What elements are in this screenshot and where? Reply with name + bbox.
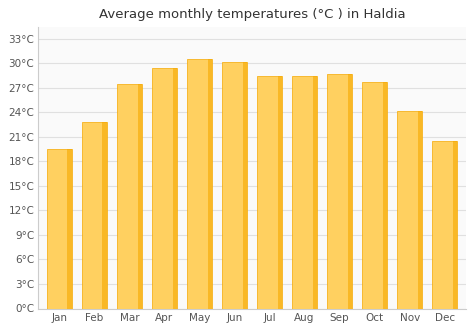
Bar — [362, 82, 387, 308]
Title: Average monthly temperatures (°C ) in Haldia: Average monthly temperatures (°C ) in Ha… — [99, 8, 405, 21]
Bar — [432, 141, 457, 308]
Bar — [67, 149, 72, 308]
Bar — [383, 82, 387, 308]
Bar — [313, 76, 317, 308]
Bar — [453, 141, 457, 308]
Bar — [397, 111, 422, 308]
Bar — [117, 84, 142, 308]
Bar — [243, 62, 247, 308]
Bar — [222, 62, 247, 308]
Bar — [208, 59, 212, 308]
Bar — [347, 74, 352, 308]
Bar — [257, 76, 282, 308]
Bar — [173, 68, 177, 308]
Bar — [47, 149, 72, 308]
Bar — [102, 122, 107, 308]
Bar — [152, 68, 177, 308]
Bar — [187, 59, 212, 308]
Bar — [292, 76, 317, 308]
Bar — [137, 84, 142, 308]
Bar — [327, 74, 352, 308]
Bar — [82, 122, 107, 308]
Bar — [278, 76, 282, 308]
Bar — [418, 111, 422, 308]
